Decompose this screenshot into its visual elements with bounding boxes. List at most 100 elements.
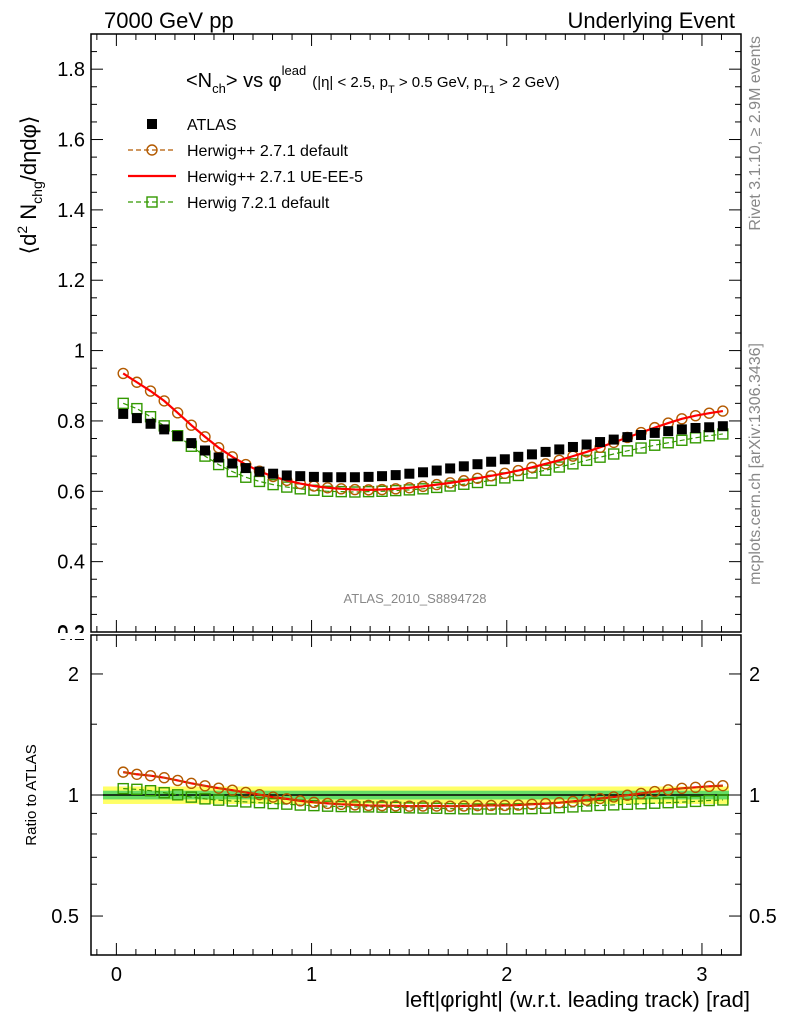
x-tick-label: 3 xyxy=(696,964,707,986)
data-point-atlas xyxy=(704,422,715,433)
data-point-atlas xyxy=(363,471,374,482)
data-point-herwig-7-2-1-default xyxy=(580,454,593,467)
data-point-atlas xyxy=(649,427,660,438)
data-point-herwig-7-2-1-default xyxy=(567,458,579,470)
ratio-point-herwigpp-default xyxy=(458,800,470,812)
data-point-atlas xyxy=(540,446,551,457)
data-point-atlas xyxy=(690,422,701,433)
data-point-atlas xyxy=(513,451,524,462)
main-y-tick-label: 0.4 xyxy=(57,552,85,574)
clip-mask xyxy=(0,633,91,639)
ratio-point-herwig-7 xyxy=(608,799,620,811)
series-line-herwig-7-2-1-default xyxy=(122,402,723,493)
legend: ATLAS Herwig++ 2.7.1 default Herwig++ 2.7.… xyxy=(128,117,363,212)
ratio-point-herwig-7 xyxy=(199,793,211,805)
data-point-herwig-2-7-1-default xyxy=(676,413,688,425)
ratio-y-tick-label-right: 0.5 xyxy=(749,906,777,928)
ratio-point-herwig-7 xyxy=(321,800,334,812)
ratio-y-tick-label-right: 2 xyxy=(749,664,760,686)
ratio-point-herwigpp-default xyxy=(403,800,416,812)
ratio-point-herwigpp-default xyxy=(444,800,456,812)
ratio-point-herwig-7 xyxy=(676,796,688,808)
ratio-point-herwigpp-default xyxy=(430,800,443,812)
data-point-atlas xyxy=(663,426,674,437)
legend-label: Herwig++ 2.7.1 default xyxy=(187,143,349,160)
header-right: Underlying Event xyxy=(567,8,735,33)
main-y-tick-label: 0.8 xyxy=(57,411,85,433)
data-point-atlas xyxy=(499,454,510,465)
ratio-y-tick-label-right: 1 xyxy=(749,785,760,807)
data-point-herwig-7-2-1-default xyxy=(267,478,279,491)
ratio-point-herwig-7 xyxy=(117,782,129,795)
data-point-herwig-7-2-1-default xyxy=(117,397,129,410)
ratio-point-herwig-7 xyxy=(649,797,661,809)
plot-title: <Nch> vs φlead(|η| < 2.5, pT > 0.5 GeV, … xyxy=(186,63,560,96)
data-point-atlas xyxy=(418,467,429,478)
data-point-atlas xyxy=(131,413,142,424)
ratio-point-herwigpp-default xyxy=(608,791,620,803)
data-point-atlas xyxy=(349,472,360,483)
data-point-atlas xyxy=(295,471,306,482)
ratio-y-axis-label: Ratio to ATLAS xyxy=(23,744,40,845)
ratio-point-herwigpp-default xyxy=(212,782,225,794)
data-point-herwig-7-2-1-default xyxy=(430,481,443,494)
data-point-herwig-7-2-1-default xyxy=(240,471,252,483)
data-point-atlas xyxy=(636,430,647,441)
data-point-herwig-2-7-1-default xyxy=(131,376,143,388)
main-y-tick-label: 1.6 xyxy=(57,130,85,152)
data-point-herwig-2-7-1-default xyxy=(199,431,211,443)
ratio-point-herwig-7 xyxy=(212,794,225,806)
main-y-tick-label: 0.6 xyxy=(57,481,85,503)
data-point-atlas xyxy=(390,470,401,481)
ratio-point-herwigpp-default xyxy=(417,800,429,812)
ratio-point-herwigpp-default xyxy=(526,798,538,811)
data-point-atlas xyxy=(240,463,251,474)
ratio-point-herwigpp-default xyxy=(308,796,320,809)
ratio-point-herwig-7 xyxy=(621,798,634,811)
ratio-point-herwigpp-default xyxy=(185,777,198,790)
data-point-atlas xyxy=(254,466,265,477)
data-point-herwig-2-7-1-default xyxy=(158,395,170,407)
x-axis-label: left|φright| (w.r.t. leading track) [rad… xyxy=(405,987,750,1012)
data-point-atlas xyxy=(172,431,183,442)
data-point-atlas xyxy=(595,437,606,448)
data-point-atlas xyxy=(159,424,170,435)
data-point-herwig-2-7-1-default xyxy=(553,454,565,467)
x-tick-label: 2 xyxy=(501,964,512,986)
ratio-point-herwig-7 xyxy=(267,797,279,810)
ratio-point-herwigpp-default xyxy=(703,780,715,793)
ratio-point-herwig-7 xyxy=(499,803,511,815)
legend-label: ATLAS xyxy=(187,117,237,134)
ratio-point-herwigpp-default xyxy=(389,800,402,812)
ratio-y-tick-label: 1 xyxy=(68,785,79,807)
main-y-tick-label: 1.2 xyxy=(57,270,85,292)
ratio-point-herwigpp-default xyxy=(267,791,279,803)
ratio-point-herwigpp-default xyxy=(144,769,157,782)
data-point-atlas xyxy=(622,432,633,443)
ratio-point-herwig-7 xyxy=(308,799,320,812)
data-point-atlas xyxy=(526,449,537,460)
data-point-atlas xyxy=(145,418,156,429)
x-tick-label: 1 xyxy=(306,964,317,986)
ratio-point-herwig-7 xyxy=(253,796,266,809)
ratio-point-herwigpp-default xyxy=(199,780,211,792)
ratio-point-herwig-7 xyxy=(171,789,184,801)
ratio-point-herwigpp-default xyxy=(676,782,688,795)
data-point-atlas xyxy=(268,468,279,479)
ratio-point-herwigpp-default xyxy=(281,793,293,805)
ratio-point-herwigpp-default xyxy=(253,788,266,801)
ratio-point-herwig-7 xyxy=(471,803,484,815)
data-point-atlas xyxy=(567,441,578,452)
ratio-point-herwigpp-default xyxy=(471,799,484,812)
mcplots-source-label: mcplots.cern.ch [arXiv:1306.3436] xyxy=(747,343,764,585)
analysis-watermark: ATLAS_2010_S8894728 xyxy=(344,591,487,606)
legend-marker xyxy=(147,119,157,129)
data-point-atlas xyxy=(486,456,497,467)
ratio-point-herwigpp-default xyxy=(321,797,334,810)
data-point-herwig-7-2-1-default xyxy=(539,464,552,476)
data-point-herwig-7-2-1-default xyxy=(444,480,456,492)
main-plot-area: 0.20.40.60.811.21.41.61.80.2 xyxy=(0,33,742,645)
data-point-herwig-7-2-1-default xyxy=(662,437,674,449)
data-point-herwig-2-7-1-default xyxy=(185,419,198,431)
